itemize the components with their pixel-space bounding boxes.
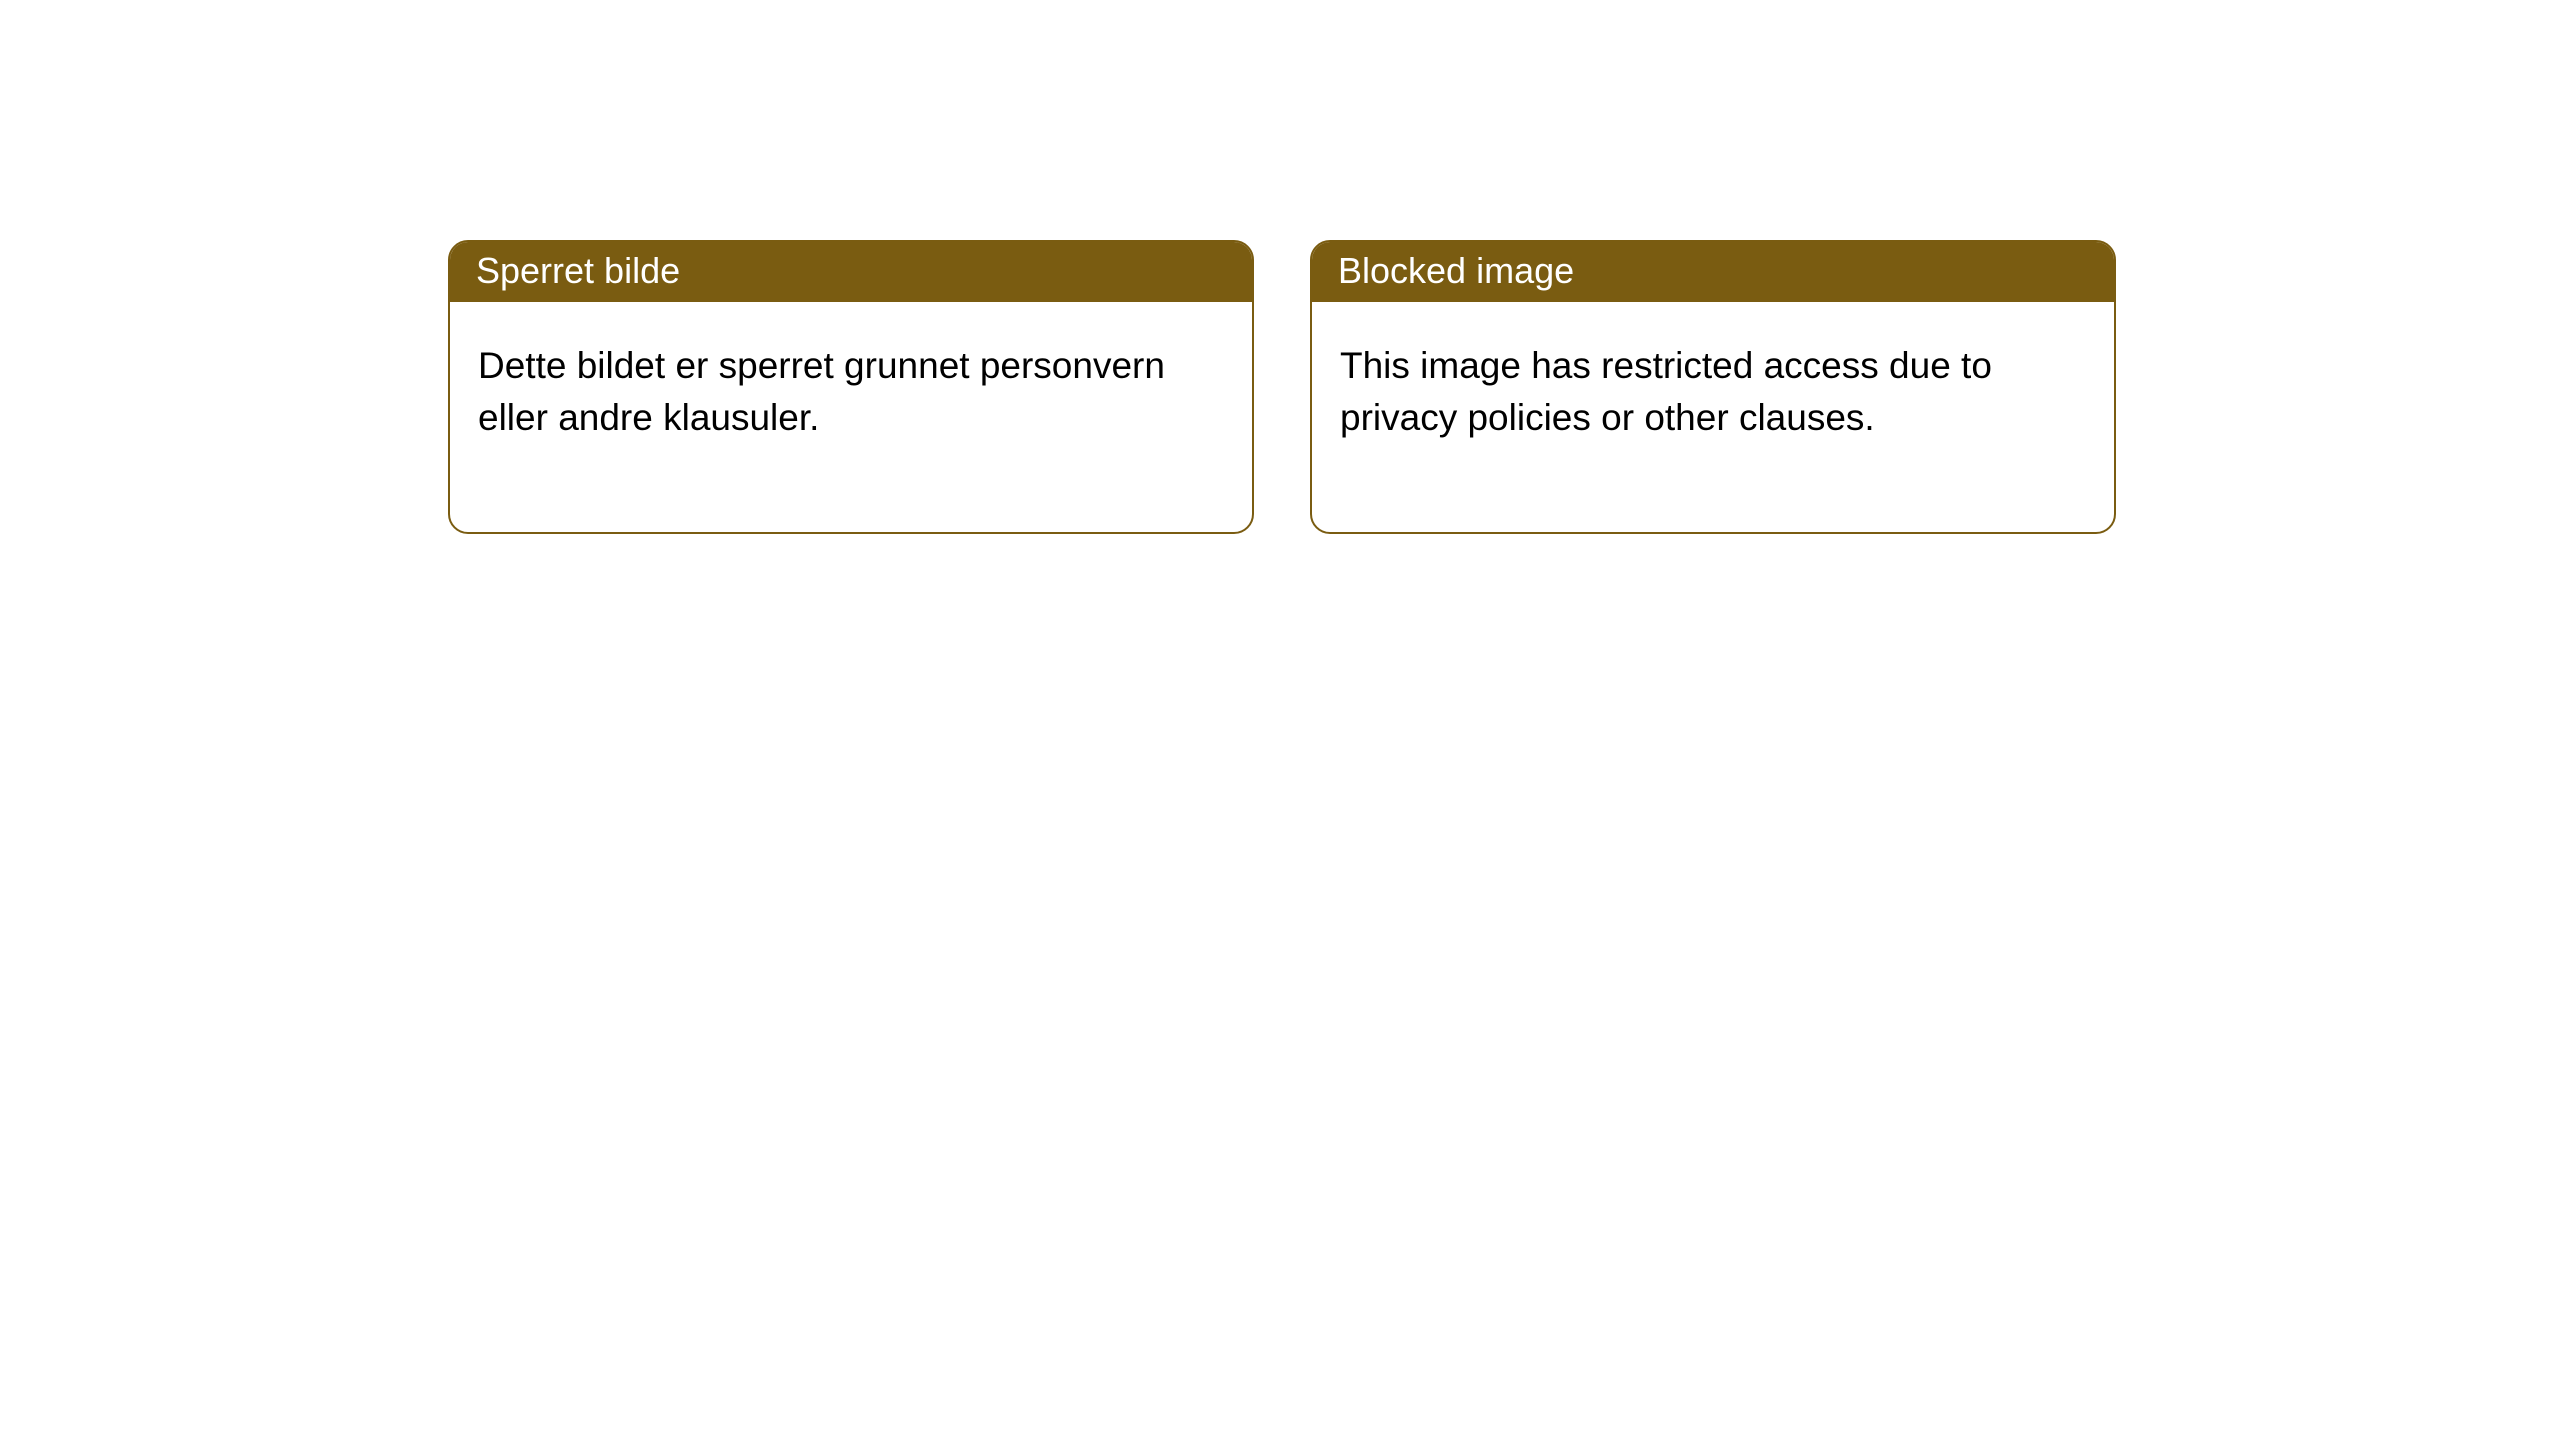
- card-title: Sperret bilde: [476, 250, 680, 291]
- card-header: Sperret bilde: [450, 242, 1252, 302]
- card-body-text: This image has restricted access due to …: [1340, 345, 1992, 438]
- card-body-text: Dette bildet er sperret grunnet personve…: [478, 345, 1165, 438]
- notice-container: Sperret bilde Dette bildet er sperret gr…: [0, 0, 2560, 534]
- notice-card-norwegian: Sperret bilde Dette bildet er sperret gr…: [448, 240, 1254, 534]
- card-title: Blocked image: [1338, 250, 1574, 291]
- card-header: Blocked image: [1312, 242, 2114, 302]
- card-body: Dette bildet er sperret grunnet personve…: [450, 302, 1252, 532]
- notice-card-english: Blocked image This image has restricted …: [1310, 240, 2116, 534]
- card-body: This image has restricted access due to …: [1312, 302, 2114, 532]
